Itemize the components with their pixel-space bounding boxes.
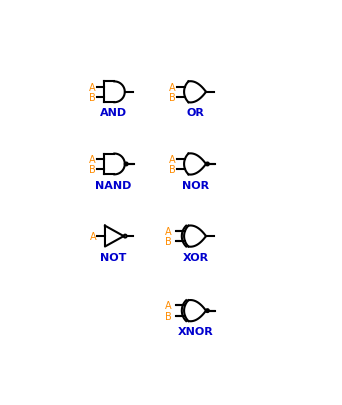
Text: A: A: [169, 82, 175, 92]
Text: A: A: [89, 154, 95, 164]
Text: A: A: [169, 154, 175, 164]
Text: AND: AND: [100, 108, 127, 118]
Text: NAND: NAND: [95, 180, 132, 190]
Text: B: B: [165, 311, 171, 321]
Text: B: B: [89, 165, 95, 175]
Text: NOT: NOT: [100, 252, 127, 262]
Text: A: A: [89, 82, 95, 92]
Text: B: B: [169, 93, 175, 103]
Text: XNOR: XNOR: [178, 326, 213, 337]
Text: A: A: [90, 232, 96, 241]
Text: B: B: [165, 237, 171, 247]
Text: XOR: XOR: [183, 252, 209, 262]
Text: B: B: [169, 165, 175, 175]
Text: A: A: [165, 301, 171, 311]
Text: OR: OR: [187, 108, 205, 118]
Text: NOR: NOR: [182, 180, 209, 190]
Text: B: B: [89, 93, 95, 103]
Text: A: A: [165, 226, 171, 236]
